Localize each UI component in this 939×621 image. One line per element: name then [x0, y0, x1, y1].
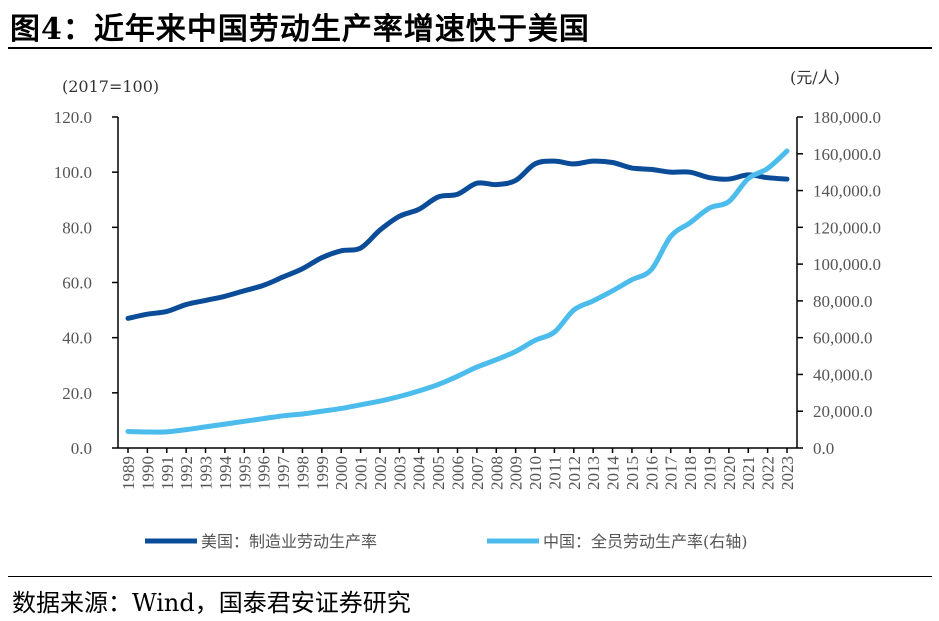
x-tick-label: 2013: [584, 456, 603, 490]
left-tick-label: 0.0: [71, 439, 92, 458]
x-tick-label: 2018: [681, 456, 700, 490]
legend-label: 中国：全员劳动生产率(右轴): [543, 532, 748, 551]
x-tick-label: 2000: [332, 456, 351, 490]
x-tick-label: 1989: [119, 456, 138, 490]
x-tick-label: 1993: [197, 456, 216, 490]
x-tick-label: 1996: [255, 456, 274, 490]
x-tick-label: 2005: [429, 456, 448, 490]
series-line-1: [125, 158, 790, 321]
footer-divider: [8, 576, 932, 577]
x-tick-label: 2010: [526, 456, 545, 490]
x-tick-label: 1999: [313, 456, 332, 490]
x-tick-label: 1998: [293, 456, 312, 490]
x-tick-label: 1997: [274, 456, 293, 491]
x-tick-label: 2020: [720, 456, 739, 490]
x-tick-label: 2006: [449, 456, 468, 490]
x-tick-label: 2012: [565, 456, 584, 490]
x-tick-label: 2021: [739, 456, 758, 490]
x-tick-label: 2008: [487, 456, 506, 490]
x-tick-label: 2019: [700, 456, 719, 490]
chart-title: 图4：近年来中国劳动生产率增速快于美国: [10, 12, 590, 47]
right-tick-label: 20,000.0: [813, 402, 873, 421]
source-note: 数据来源：Wind，国泰君安证券研究: [12, 589, 411, 617]
legend-label: 美国：制造业劳动生产率: [201, 532, 377, 551]
x-tick-label: 2004: [410, 456, 429, 491]
x-tick-label: 1992: [177, 456, 196, 490]
left-tick-label: 20.0: [62, 384, 92, 403]
left-tick-label: 100.0: [54, 163, 92, 182]
right-tick-label: 180,000.0: [813, 108, 881, 127]
right-tick-label: 80,000.0: [813, 292, 873, 311]
x-tick-label: 1990: [138, 456, 157, 490]
x-tick-label: 2017: [662, 456, 681, 491]
x-tick-label: 2009: [507, 456, 526, 490]
left-axis-unit: (2017=100): [62, 77, 159, 96]
right-tick-label: 160,000.0: [813, 145, 881, 164]
right-tick-label: 120,000.0: [813, 218, 881, 237]
right-tick-label: 100,000.0: [813, 255, 881, 274]
right-tick-label: 0.0: [813, 439, 834, 458]
x-tick-label: 2015: [623, 456, 642, 490]
x-tick-label: 2016: [642, 456, 661, 490]
x-tick-label: 2003: [390, 456, 409, 490]
left-tick-label: 60.0: [62, 274, 92, 293]
left-tick-label: 40.0: [62, 329, 92, 348]
x-tick-label: 2023: [778, 456, 797, 490]
x-tick-label: 2014: [604, 456, 623, 491]
x-tick-label: 1994: [216, 456, 235, 491]
x-tick-label: 1991: [158, 456, 177, 490]
right-axis-unit: (元/人): [790, 68, 840, 87]
x-tick-label: 2001: [352, 456, 371, 490]
x-tick-label: 2007: [468, 456, 487, 491]
right-tick-label: 60,000.0: [813, 329, 873, 348]
x-tick-label: 2002: [371, 456, 390, 490]
title-divider: [8, 47, 932, 49]
left-tick-label: 80.0: [62, 218, 92, 237]
right-tick-label: 140,000.0: [813, 182, 881, 201]
x-tick-label: 2022: [759, 456, 778, 490]
x-tick-label: 1995: [235, 456, 254, 490]
x-tick-label: 2011: [545, 456, 564, 489]
left-tick-label: 120.0: [54, 108, 92, 127]
right-tick-label: 40,000.0: [813, 365, 873, 384]
